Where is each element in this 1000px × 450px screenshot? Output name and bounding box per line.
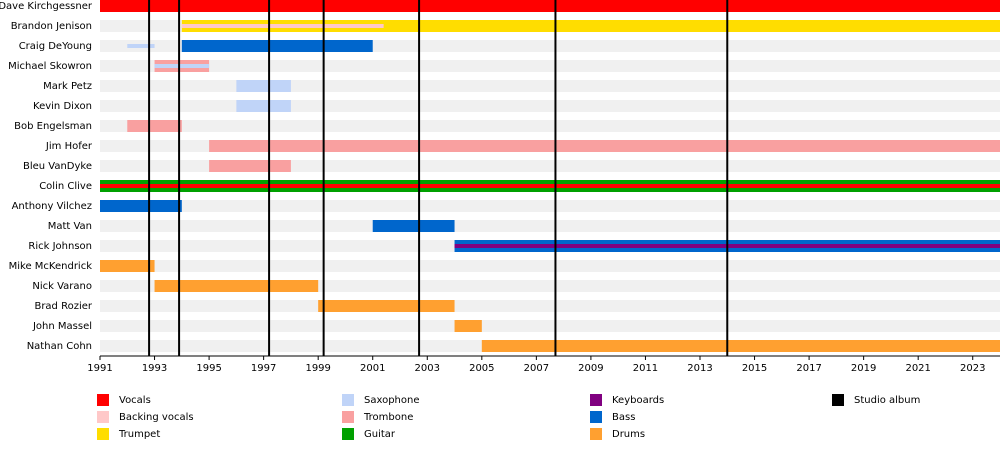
legend-label: Drums <box>612 429 645 440</box>
legend-label: Keyboards <box>612 395 664 406</box>
legend-swatch <box>342 428 354 440</box>
row-band <box>100 320 1000 332</box>
member-label: Rick Johnson <box>28 241 92 252</box>
member-bar <box>318 300 455 312</box>
legend-label: Studio album <box>854 395 920 406</box>
member-bar <box>100 260 155 272</box>
x-tick-label: 1991 <box>87 363 112 374</box>
member-label: Bleu VanDyke <box>23 161 92 172</box>
x-tick-label: 2003 <box>415 363 440 374</box>
member-label: Nathan Cohn <box>27 341 92 352</box>
x-tick-label: 2007 <box>524 363 549 374</box>
x-tick-label: 2017 <box>796 363 821 374</box>
x-tick-label: 2011 <box>633 363 658 374</box>
x-tick-label: 1997 <box>251 363 276 374</box>
x-tick-label: 1995 <box>196 363 221 374</box>
legend-swatch <box>342 394 354 406</box>
row-band <box>100 220 1000 232</box>
row-band <box>100 160 1000 172</box>
legend-label: Saxophone <box>364 395 420 406</box>
x-tick-label: 1999 <box>305 363 330 374</box>
legend-swatch <box>97 411 109 423</box>
member-bar <box>236 100 291 112</box>
legend-swatch <box>97 428 109 440</box>
row-band <box>100 120 1000 132</box>
member-label: Colin Clive <box>39 181 92 192</box>
legend-swatch <box>590 411 602 423</box>
member-bar <box>154 280 319 292</box>
member-label: Mark Petz <box>43 81 92 92</box>
member-label: Kevin Dixon <box>33 101 92 112</box>
member-bar <box>481 340 1000 352</box>
member-bar <box>454 320 482 332</box>
legend-swatch <box>97 394 109 406</box>
member-label: Nick Varano <box>32 281 92 292</box>
member-bar <box>100 184 1000 188</box>
member-label: Brad Rozier <box>34 301 92 312</box>
legend-label: Trumpet <box>118 429 160 440</box>
legend-swatch <box>832 394 844 406</box>
legend-label: Trombone <box>363 412 413 423</box>
legend-swatch <box>590 428 602 440</box>
member-bar <box>100 200 182 212</box>
member-label: Dave Kirchgessner <box>0 1 93 12</box>
member-label: Mike McKendrick <box>9 261 93 272</box>
member-label: Brandon Jenison <box>11 21 92 32</box>
member-bar <box>154 64 210 68</box>
member-label: Craig DeYoung <box>19 41 92 52</box>
member-bar <box>127 120 182 132</box>
row-band <box>100 60 1000 72</box>
member-bar <box>181 40 373 52</box>
x-tick-label: 2013 <box>687 363 712 374</box>
member-bar <box>209 140 1000 152</box>
row-band <box>100 80 1000 92</box>
x-tick-label: 2019 <box>851 363 876 374</box>
x-tick-label: 2023 <box>960 363 985 374</box>
row-band <box>100 260 1000 272</box>
legend-label: Guitar <box>364 429 396 440</box>
x-tick-label: 2005 <box>469 363 494 374</box>
x-tick-label: 2001 <box>360 363 385 374</box>
legend-label: Vocals <box>119 395 151 406</box>
legend-label: Bass <box>612 412 635 423</box>
x-tick-label: 2009 <box>578 363 603 374</box>
member-label: John Massel <box>32 321 92 332</box>
x-tick-label: 2015 <box>742 363 767 374</box>
member-label: Matt Van <box>48 221 92 232</box>
member-bar <box>127 44 155 48</box>
member-bar <box>181 24 384 28</box>
x-tick-label: 1993 <box>142 363 167 374</box>
x-tick-label: 2021 <box>905 363 930 374</box>
member-bar <box>209 160 291 172</box>
member-bar <box>181 20 1000 32</box>
member-bar <box>372 220 455 232</box>
legend-swatch <box>342 411 354 423</box>
legend-swatch <box>590 394 602 406</box>
member-label: Bob Engelsman <box>14 121 92 132</box>
member-label: Anthony Vilchez <box>12 201 92 212</box>
row-band <box>100 280 1000 292</box>
member-bar <box>236 80 291 92</box>
row-band <box>100 300 1000 312</box>
member-label: Jim Hofer <box>45 141 93 152</box>
row-band <box>100 100 1000 112</box>
row-band <box>100 200 1000 212</box>
legend-label: Backing vocals <box>119 412 194 423</box>
member-bar <box>100 0 1000 12</box>
member-label: Michael Skowron <box>8 61 92 72</box>
